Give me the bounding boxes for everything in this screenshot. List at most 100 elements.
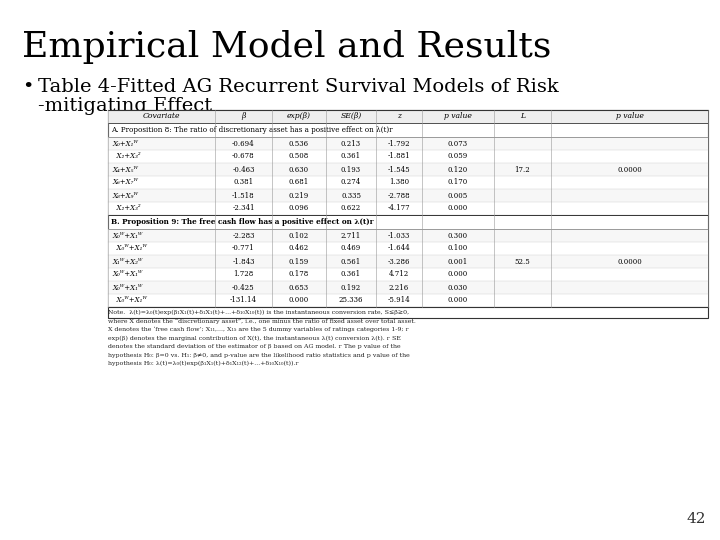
Text: -1.792: -1.792	[387, 139, 410, 147]
Text: -1.644: -1.644	[387, 245, 410, 253]
Text: 2.711: 2.711	[341, 232, 361, 240]
Text: exp(β) denotes the marginal contribution of X(t), the instantaneous λ(t) convers: exp(β) denotes the marginal contribution…	[108, 335, 401, 341]
Text: 1.728: 1.728	[233, 271, 253, 279]
Text: Note.  λ(t)=λ₀(t)exp(β₁X₁(t)+δ₁X₁(t)+...+δ₁₀X₁₀(t)) is the instantaneous convers: Note. λ(t)=λ₀(t)exp(β₁X₁(t)+δ₁X₁(t)+...+…	[108, 310, 409, 315]
Text: -0.678: -0.678	[232, 152, 255, 160]
Text: 0.381: 0.381	[233, 179, 253, 186]
Text: B. Proposition 9: The free cash flow has a positive effect on λ(t)ᴦ: B. Proposition 9: The free cash flow has…	[111, 218, 374, 226]
Text: p value: p value	[444, 112, 472, 120]
Text: 0.536: 0.536	[289, 139, 309, 147]
Text: 52.5: 52.5	[515, 258, 531, 266]
Bar	[108, 294, 708, 307]
Bar	[108, 137, 708, 150]
Text: 0.653: 0.653	[289, 284, 309, 292]
Text: X₁ᵂ+X₂ᵂ: X₁ᵂ+X₂ᵂ	[112, 258, 143, 266]
Text: 2.216: 2.216	[389, 284, 409, 292]
Text: 0.300: 0.300	[448, 232, 468, 240]
Text: exp(β): exp(β)	[287, 112, 311, 120]
Bar	[108, 242, 708, 255]
Text: p value: p value	[616, 112, 644, 120]
Text: 0.100: 0.100	[448, 245, 468, 253]
Text: X₀+X₁ᵂ: X₀+X₁ᵂ	[112, 139, 138, 147]
Text: -2.788: -2.788	[387, 192, 410, 199]
Text: 0.005: 0.005	[448, 192, 468, 199]
Text: 0.059: 0.059	[448, 152, 468, 160]
Text: 0.508: 0.508	[289, 152, 309, 160]
Text: -3.286: -3.286	[388, 258, 410, 266]
Text: 0.622: 0.622	[341, 205, 361, 213]
Text: X₂+X₃²: X₂+X₃²	[112, 152, 140, 160]
Text: -0.771: -0.771	[232, 245, 255, 253]
Bar	[108, 189, 708, 202]
Bar	[108, 229, 708, 242]
Text: 0.001: 0.001	[448, 258, 468, 266]
Bar	[108, 176, 708, 189]
Bar	[108, 110, 708, 318]
Text: 0.000: 0.000	[448, 271, 468, 279]
Text: X₀ᵂ+X₁ᵂ: X₀ᵂ+X₁ᵂ	[112, 245, 147, 253]
Text: 0.0000: 0.0000	[617, 165, 642, 173]
Text: β: β	[241, 112, 246, 120]
Text: hypothesis H₀: β=0 vs. H₁: β≠0, and p-value are the likelihood ratio statistics : hypothesis H₀: β=0 vs. H₁: β≠0, and p-va…	[108, 353, 410, 357]
Text: Empirical Model and Results: Empirical Model and Results	[22, 30, 552, 64]
Text: 0.000: 0.000	[448, 205, 468, 213]
Text: X₀ᵂ+X₁ᵂ: X₀ᵂ+X₁ᵂ	[112, 284, 143, 292]
Text: 0.335: 0.335	[341, 192, 361, 199]
Text: 1.380: 1.380	[389, 179, 409, 186]
Text: 0.213: 0.213	[341, 139, 361, 147]
Text: -0.694: -0.694	[232, 139, 255, 147]
Text: denotes the standard deviation of the estimator of β based on AG model. ᴦ The p : denotes the standard deviation of the es…	[108, 344, 400, 349]
Text: 0.193: 0.193	[341, 165, 361, 173]
Text: -1.545: -1.545	[387, 165, 410, 173]
Text: 0.361: 0.361	[341, 152, 361, 160]
Text: A. Proposition 8: The ratio of discretionary asset has a positive effect on λ(t): A. Proposition 8: The ratio of discretio…	[111, 126, 393, 134]
Text: 0.681: 0.681	[289, 179, 309, 186]
Text: 0.469: 0.469	[341, 245, 361, 253]
Text: -131.14: -131.14	[230, 296, 257, 305]
Text: -0.425: -0.425	[232, 284, 255, 292]
Text: X₆+X₇ᵂ: X₆+X₇ᵂ	[112, 179, 138, 186]
Text: 0.000: 0.000	[448, 296, 468, 305]
Text: Table 4-Fitted AG Recurrent Survival Models of Risk: Table 4-Fitted AG Recurrent Survival Mod…	[38, 78, 559, 96]
Text: 0.120: 0.120	[448, 165, 468, 173]
Text: X₀ᵂ+X₁ᵂ: X₀ᵂ+X₁ᵂ	[112, 271, 143, 279]
Bar	[108, 255, 708, 268]
Bar	[108, 281, 708, 294]
Text: -1.518: -1.518	[232, 192, 255, 199]
Text: X₄+X₅ᵂ: X₄+X₅ᵂ	[112, 165, 138, 173]
Text: X₀ᵂ+X₁ᵂ: X₀ᵂ+X₁ᵂ	[112, 232, 143, 240]
Text: 0.630: 0.630	[289, 165, 309, 173]
Text: 0.0000: 0.0000	[617, 258, 642, 266]
Text: -2.341: -2.341	[233, 205, 255, 213]
Bar	[108, 268, 708, 281]
Text: -mitigating Effect: -mitigating Effect	[38, 97, 212, 115]
Text: -2.283: -2.283	[233, 232, 255, 240]
Text: 0.178: 0.178	[289, 271, 309, 279]
Text: 0.030: 0.030	[448, 284, 468, 292]
Text: 0.000: 0.000	[289, 296, 309, 305]
Text: -1.033: -1.033	[388, 232, 410, 240]
Text: where X denotes the “discretionary asset”, i.e., one minus the ratio of fixed as: where X denotes the “discretionary asset…	[108, 319, 416, 324]
Text: 0.073: 0.073	[448, 139, 468, 147]
Text: Covariate: Covariate	[143, 112, 180, 120]
Bar	[108, 163, 708, 176]
Bar	[108, 150, 708, 163]
Text: z: z	[397, 112, 401, 120]
Text: 17.2: 17.2	[515, 165, 531, 173]
Text: hypothesis H₀: λ(t)=λ₀(t)exp(β₁X₁(t)+δ₁X₁₂(t)+...+δ₁₀X₁₀(t)).ᴦ: hypothesis H₀: λ(t)=λ₀(t)exp(β₁X₁(t)+δ₁X…	[108, 361, 299, 366]
Text: X denotes the ‘free cash flow’; X₁₁,..., X₁₅ are the 5 dummy variables of rating: X denotes the ‘free cash flow’; X₁₁,...,…	[108, 327, 409, 333]
Text: L: L	[520, 112, 525, 120]
Text: 0.462: 0.462	[289, 245, 309, 253]
Text: SE(β): SE(β)	[341, 112, 361, 120]
Text: 0.192: 0.192	[341, 284, 361, 292]
Text: -5.914: -5.914	[387, 296, 410, 305]
Text: 42: 42	[686, 512, 706, 526]
Text: 0.170: 0.170	[448, 179, 468, 186]
Text: 0.361: 0.361	[341, 271, 361, 279]
Text: 0.159: 0.159	[289, 258, 309, 266]
Bar	[108, 110, 708, 123]
Text: -0.463: -0.463	[233, 165, 255, 173]
Text: 0.102: 0.102	[289, 232, 309, 240]
Text: 0.561: 0.561	[341, 258, 361, 266]
Text: •: •	[22, 78, 33, 96]
